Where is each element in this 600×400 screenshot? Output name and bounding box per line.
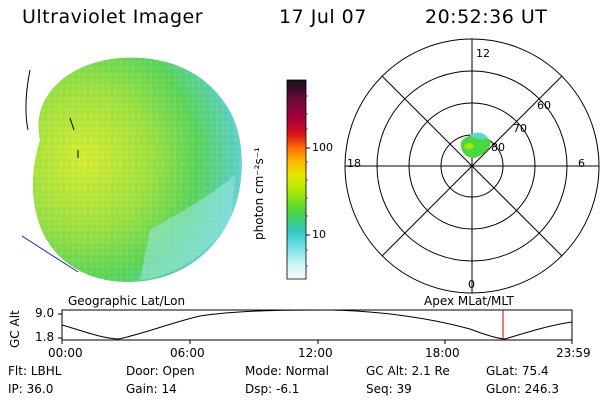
mlt-label-12: 12	[476, 47, 490, 60]
time-tick-2359: 23:59	[556, 346, 591, 360]
info-glon: GLon: 246.3	[486, 382, 559, 396]
info-glat: GLat: 75.4	[486, 364, 549, 378]
mlt-label-0: 0	[468, 278, 475, 291]
altitude-timeline	[58, 309, 573, 344]
info-gc-alt: GC Alt: 2.1 Re	[366, 364, 450, 378]
lat-label-70: 70	[513, 122, 527, 135]
timeline-ylabel: GC Alt	[8, 310, 22, 348]
info-ip: IP: 36.0	[8, 382, 54, 396]
mlt-label-6: 6	[578, 157, 585, 170]
polar-plot	[344, 38, 600, 294]
colorbar	[286, 79, 310, 280]
info-gain: Gain: 14	[126, 382, 177, 396]
mlt-label-18: 18	[347, 157, 361, 170]
time-tick-1800: 18:00	[425, 346, 460, 360]
info-flt: Flt: LBHL	[8, 364, 62, 378]
info-dsp: Dsp: -6.1	[245, 382, 300, 396]
info-mode: Mode: Normal	[245, 364, 329, 378]
time-label: 20:52:36 UT	[425, 6, 548, 28]
lat-label-80: 80	[491, 141, 505, 154]
earth-disk-image	[21, 57, 242, 283]
time-tick-0000: 00:00	[48, 346, 83, 360]
date-label: 17 Jul 07	[279, 6, 367, 28]
info-seq: Seq: 39	[366, 382, 412, 396]
time-tick-0600: 06:00	[170, 346, 205, 360]
colorbar-tick-100: 100	[312, 141, 333, 154]
timeline-left-title: Geographic Lat/Lon	[68, 294, 186, 308]
instrument-title: Ultraviolet Imager	[22, 6, 204, 28]
auroral-emission-patch	[460, 132, 491, 158]
time-tick-1200: 12:00	[298, 346, 333, 360]
colorbar-tick-10: 10	[312, 228, 326, 241]
timeline-ymin: 1.8	[35, 330, 55, 344]
info-door: Door: Open	[126, 364, 195, 378]
colorbar-unit-label: photon cm⁻²s⁻¹	[252, 147, 266, 240]
timeline-ymax: 9.0	[35, 306, 55, 320]
lat-label-60: 60	[537, 99, 551, 112]
timeline-right-title: Apex MLat/MLT	[424, 294, 514, 308]
